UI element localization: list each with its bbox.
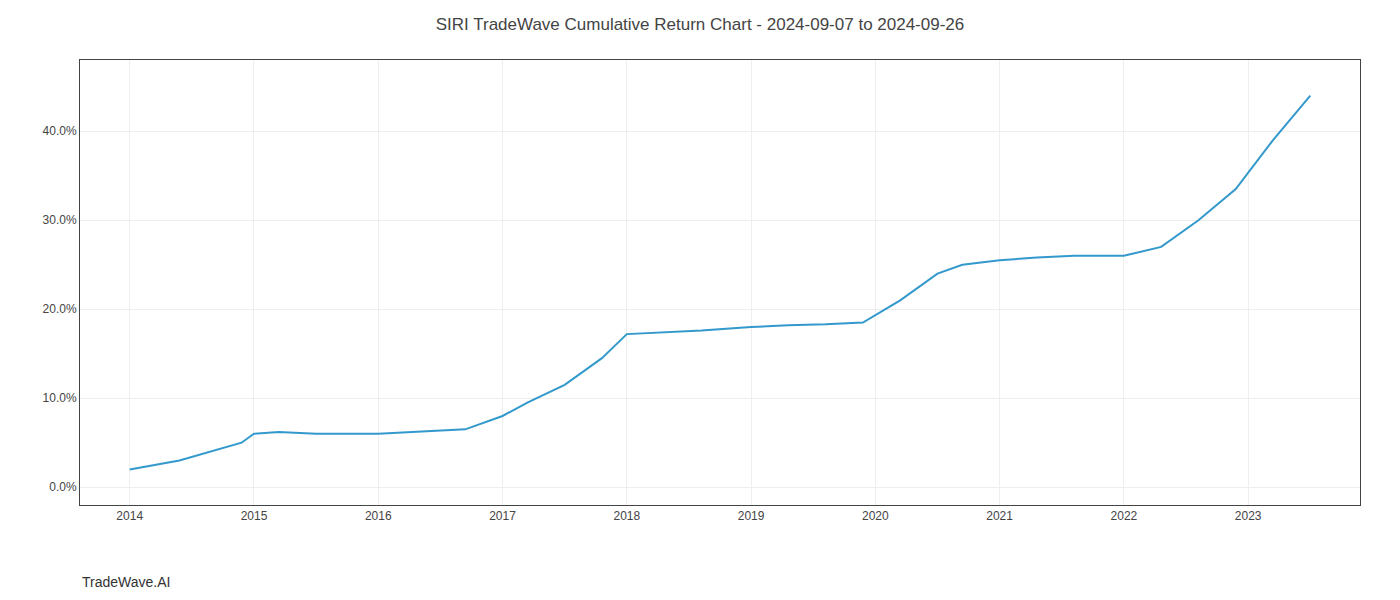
svg-text:30.0%: 30.0%	[43, 213, 77, 227]
svg-text:2020: 2020	[862, 509, 889, 523]
svg-text:2021: 2021	[986, 509, 1013, 523]
svg-text:2017: 2017	[489, 509, 516, 523]
svg-text:SIRI TradeWave Cumulative Retu: SIRI TradeWave Cumulative Return Chart -…	[436, 15, 965, 34]
svg-text:2014: 2014	[116, 509, 143, 523]
svg-text:2019: 2019	[738, 509, 765, 523]
svg-text:TradeWave.AI: TradeWave.AI	[82, 574, 170, 590]
svg-text:40.0%: 40.0%	[43, 124, 77, 138]
svg-text:2018: 2018	[613, 509, 640, 523]
svg-text:20.0%: 20.0%	[43, 302, 77, 316]
svg-text:2022: 2022	[1111, 509, 1138, 523]
svg-text:2015: 2015	[241, 509, 268, 523]
svg-text:0.0%: 0.0%	[49, 480, 77, 494]
svg-text:10.0%: 10.0%	[43, 391, 77, 405]
svg-text:2023: 2023	[1235, 509, 1262, 523]
svg-text:2016: 2016	[365, 509, 392, 523]
